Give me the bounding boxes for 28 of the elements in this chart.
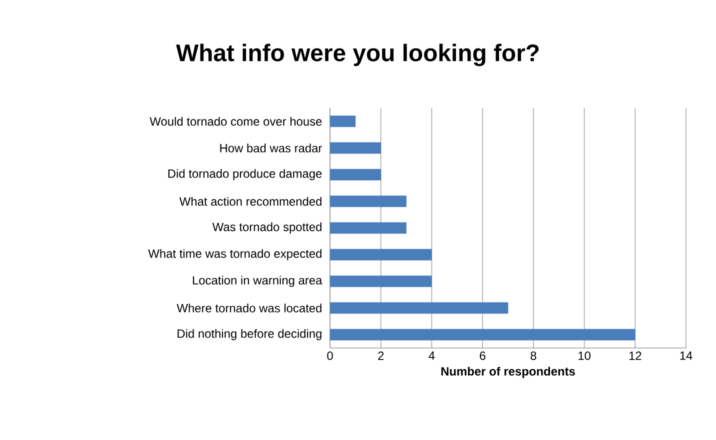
y-tick-label: What action recommended [179, 196, 322, 206]
x-tick-label: 10 [578, 352, 590, 360]
y-tick-label: What time was tornado expected [148, 249, 322, 260]
bar [330, 142, 382, 154]
y-tick-label: Where tornado was located [176, 304, 322, 312]
x-tick-label: 8 [530, 352, 536, 360]
x-tick-label: 6 [480, 352, 486, 360]
y-tick-label: Location in warning area [192, 276, 322, 287]
bar [330, 302, 508, 314]
bar [330, 328, 636, 340]
chart-title: What info were you looking for? [176, 44, 539, 66]
bar [330, 116, 356, 128]
y-tick-label: Would tornado come over house [150, 116, 322, 126]
bar [330, 276, 432, 288]
x-tick-label: 0 [327, 352, 333, 360]
bar [330, 222, 406, 234]
bar [330, 168, 382, 180]
x-tick-label: 2 [378, 352, 384, 360]
x-tick-label: 12 [629, 352, 642, 360]
bar [330, 248, 432, 260]
bar [330, 196, 406, 208]
y-tick-label: Did nothing before deciding [178, 329, 322, 340]
x-axis-title: Number of respondents [441, 366, 575, 378]
x-tick-label: 4 [428, 352, 435, 360]
x-tick-label: 14 [680, 352, 692, 360]
y-tick-label: Did tornado produce damage [168, 169, 322, 180]
y-tick-label: Was tornado spotted [212, 222, 322, 234]
y-tick-label: How bad was radar [220, 144, 322, 152]
